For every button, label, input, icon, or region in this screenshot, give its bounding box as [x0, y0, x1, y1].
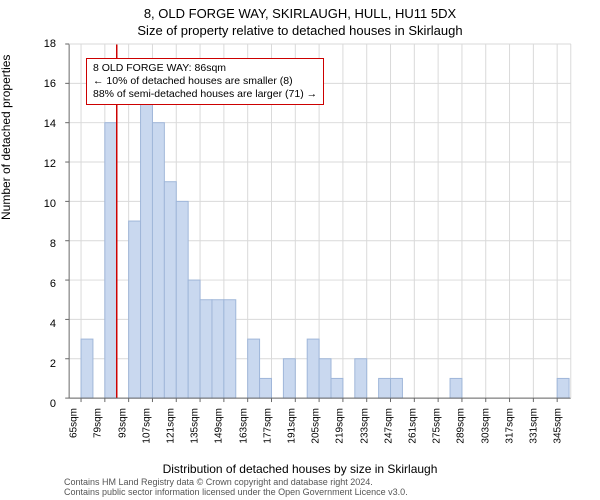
x-tick-label: 247sqm	[383, 408, 394, 444]
x-tick-label: 65sqm	[69, 408, 80, 438]
x-tick-label: 275sqm	[432, 408, 443, 444]
x-tick-label: 303sqm	[480, 408, 491, 444]
x-tick-label: 261sqm	[407, 408, 418, 444]
x-tick-label: 191sqm	[286, 408, 297, 444]
chart-title-main: 8, OLD FORGE WAY, SKIRLAUGH, HULL, HU11 …	[0, 0, 600, 21]
annotation-box: 8 OLD FORGE WAY: 86sqm ← 10% of detached…	[86, 58, 324, 105]
plot-area: 024681012141618 65sqm79sqm93sqm107sqm121…	[62, 44, 572, 404]
annotation-line-2: ← 10% of detached houses are smaller (8)	[93, 75, 317, 88]
annotation-line-1: 8 OLD FORGE WAY: 86sqm	[93, 62, 317, 75]
attribution-line-2: Contains public sector information licen…	[64, 488, 408, 498]
x-tick-label: 233sqm	[359, 408, 370, 444]
x-tick-label: 289sqm	[456, 408, 467, 444]
chart-title-sub: Size of property relative to detached ho…	[0, 21, 600, 38]
x-tick-label: 219sqm	[335, 408, 346, 444]
x-tick-label: 345sqm	[553, 408, 564, 444]
x-tick-label: 107sqm	[141, 408, 152, 444]
attribution-text: Contains HM Land Registry data © Crown c…	[64, 478, 408, 498]
x-tick-label: 163sqm	[238, 408, 249, 444]
x-tick-label: 93sqm	[117, 408, 128, 438]
annotation-line-3: 88% of semi-detached houses are larger (…	[93, 88, 317, 101]
chart-container: 8, OLD FORGE WAY, SKIRLAUGH, HULL, HU11 …	[0, 0, 600, 500]
y-tick-label: 8	[50, 238, 56, 250]
x-axis-label: Distribution of detached houses by size …	[0, 462, 600, 476]
y-tick-label: 16	[44, 78, 56, 90]
y-tick-label: 10	[44, 198, 56, 210]
y-tick-label: 14	[44, 118, 56, 130]
x-tick-label: 331sqm	[528, 408, 539, 444]
x-tick-label: 149sqm	[214, 408, 225, 444]
y-tick-label: 2	[50, 358, 56, 370]
x-tick-label: 317sqm	[504, 408, 515, 444]
x-tick-label: 135sqm	[190, 408, 201, 444]
y-tick-label: 18	[44, 38, 56, 50]
y-axis-label: Number of detached properties	[0, 55, 13, 220]
x-tick-label: 205sqm	[311, 408, 322, 444]
y-tick-label: 12	[44, 158, 56, 170]
y-tick-label: 6	[50, 278, 56, 290]
x-tick-label: 79sqm	[93, 408, 104, 438]
y-tick-label: 4	[50, 318, 56, 330]
x-tick-label: 121sqm	[165, 408, 176, 444]
x-tick-label: 177sqm	[262, 408, 273, 444]
y-tick-label: 0	[50, 398, 56, 410]
